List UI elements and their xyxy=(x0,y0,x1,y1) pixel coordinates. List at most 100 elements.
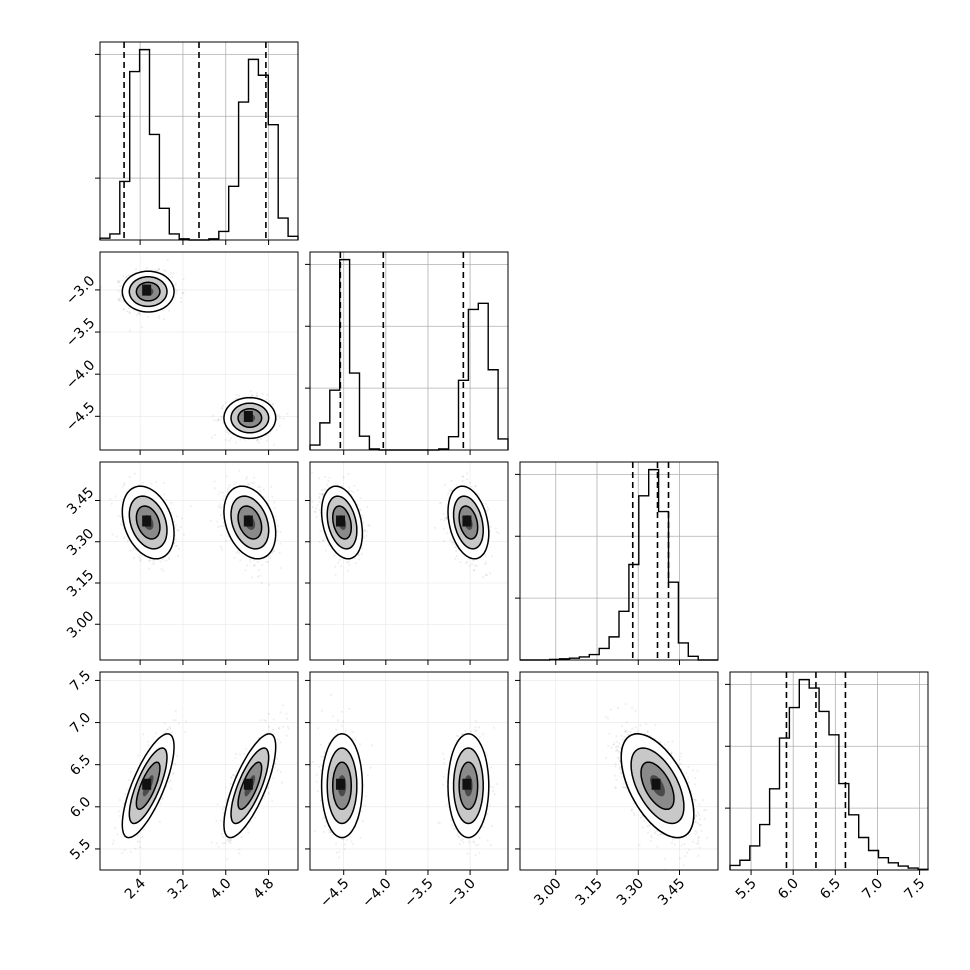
scatter-point xyxy=(223,524,226,527)
scatter-point xyxy=(168,507,171,510)
scatter-point xyxy=(253,481,256,484)
scatter-point xyxy=(150,482,153,485)
scatter-point xyxy=(148,567,151,570)
scatter-point xyxy=(487,508,490,511)
scatter-point xyxy=(273,550,275,553)
scatter-point xyxy=(99,286,102,289)
scatter-point xyxy=(279,530,282,533)
scatter-point xyxy=(173,541,176,544)
scatter-point xyxy=(162,569,165,572)
scatter-point xyxy=(121,524,124,527)
scatter-point xyxy=(177,547,180,550)
density-peak xyxy=(243,515,253,527)
scatter-point xyxy=(154,269,157,271)
scatter-point xyxy=(175,524,177,526)
scatter-point xyxy=(274,515,277,518)
scatter-point xyxy=(347,473,350,475)
scatter-point xyxy=(119,295,122,297)
scatter-point xyxy=(276,530,279,533)
scatter-point xyxy=(266,439,268,442)
scatter-point xyxy=(279,542,282,545)
scatter-point xyxy=(222,512,224,515)
scatter-point xyxy=(250,395,253,398)
scatter-point xyxy=(222,422,225,424)
scatter-point xyxy=(271,404,274,407)
scatter-point xyxy=(161,558,164,561)
scatter-point xyxy=(128,311,131,313)
scatter-point xyxy=(482,576,485,578)
scatter-point xyxy=(257,486,260,489)
scatter-point xyxy=(321,539,324,542)
scatter-point xyxy=(438,502,441,505)
scatter-point xyxy=(236,550,239,553)
scatter-point xyxy=(359,508,362,511)
scatter-point xyxy=(123,483,126,486)
scatter-point xyxy=(115,535,118,538)
scatter-point xyxy=(282,417,285,420)
scatter-point xyxy=(451,542,454,545)
scatter-point xyxy=(362,535,365,538)
scatter-point xyxy=(253,564,256,567)
scatter-point xyxy=(173,542,176,544)
scatter-point xyxy=(489,572,491,575)
scatter-point xyxy=(219,514,222,517)
scatter-point xyxy=(239,438,242,441)
scatter-point xyxy=(286,413,289,415)
scatter-point xyxy=(222,416,225,419)
scatter-point xyxy=(137,484,140,487)
panel-2-1 xyxy=(305,461,509,665)
scatter-point xyxy=(176,545,178,547)
scatter-point xyxy=(465,562,468,565)
scatter-point xyxy=(449,531,452,533)
scatter-point xyxy=(179,297,182,300)
scatter-point xyxy=(326,483,329,486)
scatter-point xyxy=(116,280,119,282)
scatter-point xyxy=(139,484,142,486)
scatter-point xyxy=(324,549,327,552)
scatter-point xyxy=(270,486,273,488)
scatter-point xyxy=(120,294,123,297)
scatter-point xyxy=(247,483,249,485)
scatter-point xyxy=(447,493,449,496)
scatter-point xyxy=(273,501,276,504)
scatter-point xyxy=(145,267,148,270)
scatter-point xyxy=(465,560,468,563)
scatter-point xyxy=(125,276,127,279)
scatter-point xyxy=(122,300,125,303)
scatter-point xyxy=(228,439,231,442)
scatter-point xyxy=(489,525,492,528)
scatter-point xyxy=(279,567,282,570)
scatter-point xyxy=(222,521,225,524)
scatter-point xyxy=(119,516,122,519)
scatter-point xyxy=(216,520,219,523)
scatter-point xyxy=(129,549,132,552)
scatter-point xyxy=(245,478,248,481)
scatter-point xyxy=(120,520,123,523)
scatter-point xyxy=(448,489,451,492)
scatter-point xyxy=(128,307,130,310)
scatter-point xyxy=(168,556,171,559)
scatter-point xyxy=(136,550,139,553)
scatter-point xyxy=(227,488,229,491)
scatter-point xyxy=(466,472,469,475)
scatter-point xyxy=(174,289,177,292)
scatter-point xyxy=(485,555,487,558)
scatter-point xyxy=(497,532,500,535)
scatter-point xyxy=(216,419,219,422)
scatter-point xyxy=(123,482,126,485)
scatter-point xyxy=(256,392,258,395)
scatter-point xyxy=(217,526,220,528)
scatter-point xyxy=(262,488,265,491)
scatter-point xyxy=(454,546,457,549)
scatter-point xyxy=(256,438,259,441)
scatter-point xyxy=(157,268,160,271)
scatter-point xyxy=(275,428,278,431)
scatter-point xyxy=(178,529,180,532)
scatter-point xyxy=(129,329,131,332)
scatter-point xyxy=(259,574,262,577)
scatter-point xyxy=(235,551,238,554)
density-peak xyxy=(142,515,152,527)
scatter-point xyxy=(334,552,337,555)
scatter-point xyxy=(217,505,220,508)
